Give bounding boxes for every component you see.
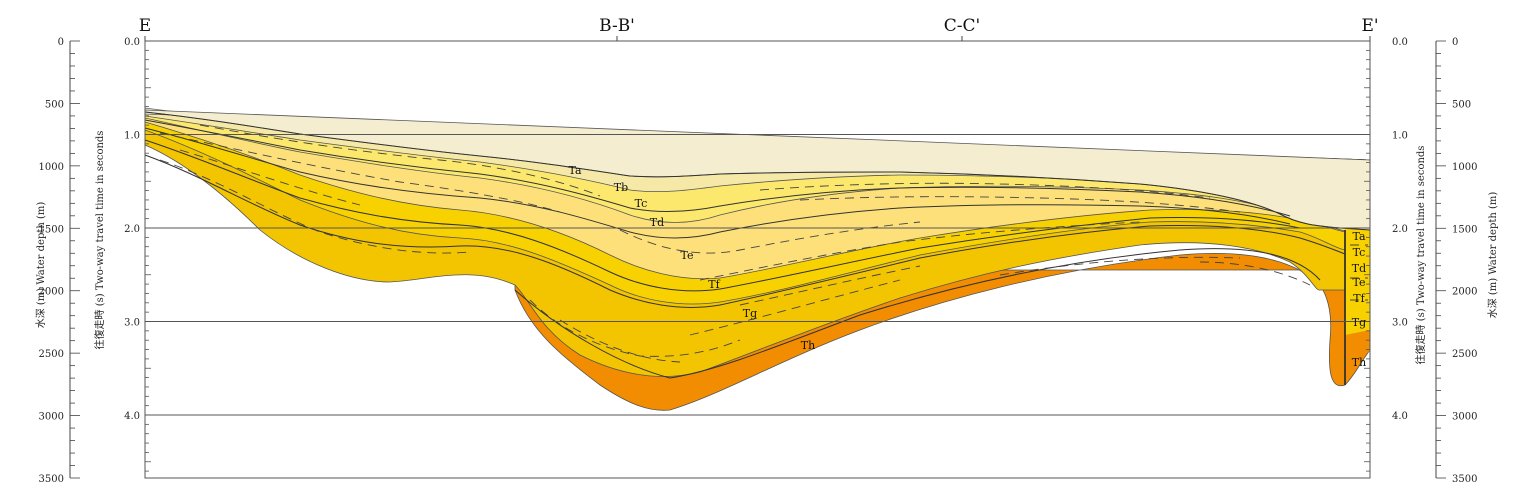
right-depth-axis-title: 水深 (m) Water depth (m) bbox=[1487, 192, 1499, 319]
unit-label: Tf bbox=[1353, 292, 1365, 305]
horizon-te-top bbox=[144, 127, 1291, 239]
unit-label: Tg bbox=[743, 307, 757, 320]
unit-label: Te bbox=[681, 249, 694, 262]
depth-tick-label: 1000 bbox=[1452, 162, 1477, 173]
location-label: E bbox=[139, 16, 151, 36]
depth-tick-label: 1000 bbox=[39, 162, 64, 173]
location-label: E' bbox=[1361, 16, 1378, 36]
time-tick-label: 1.0 bbox=[1392, 131, 1408, 142]
unit-label: Td bbox=[650, 216, 664, 229]
depth-tick-label: 3000 bbox=[39, 412, 64, 423]
unit-label: Tb bbox=[614, 181, 628, 194]
depth-tick-label: 2000 bbox=[39, 287, 64, 298]
horizon-tf-top bbox=[144, 139, 1301, 292]
dashed-reflectors bbox=[159, 124, 1368, 363]
time-tick-label: 4.0 bbox=[124, 411, 140, 422]
horizon-td-top bbox=[144, 119, 1291, 217]
seafloor-line bbox=[144, 111, 1371, 231]
time-tick-label: 2.0 bbox=[124, 224, 140, 235]
depth-tick-label: 3500 bbox=[1452, 474, 1477, 485]
plot-frame bbox=[144, 40, 1371, 479]
depth-tick-label: 1500 bbox=[1452, 224, 1477, 235]
depth-tick-label: 0 bbox=[58, 37, 64, 48]
unit-label: Tg bbox=[1352, 316, 1366, 329]
horizons bbox=[144, 111, 1371, 385]
left-time-axis-title: 往復走時 (s) Two-way travel time in seconds bbox=[93, 131, 106, 350]
horizon-th-top bbox=[514, 248, 1321, 379]
depth-tick-label: 3500 bbox=[39, 474, 64, 485]
horizon-tg-top bbox=[144, 154, 1346, 308]
depth-tick-label: 2000 bbox=[1452, 287, 1477, 298]
location-labels: E B-B' C-C' E' bbox=[139, 16, 1379, 41]
unit-label: Th bbox=[801, 339, 815, 352]
right-time-axis-title: 往復走時 (s) Two-way travel time in seconds bbox=[1414, 146, 1427, 365]
depth-tick-label: 0 bbox=[1452, 37, 1458, 48]
unit-label: Te bbox=[1353, 276, 1366, 289]
unit-label: Ta bbox=[1352, 230, 1365, 243]
depth-tick-label: 500 bbox=[45, 99, 64, 110]
unit-label: Ta bbox=[568, 164, 581, 177]
time-tick-label: 0.0 bbox=[1392, 37, 1408, 48]
time-tick-label: 3.0 bbox=[124, 318, 140, 329]
unit-label: Tc bbox=[1353, 246, 1366, 259]
depth-tick-label: 3000 bbox=[1452, 412, 1477, 423]
time-tick-label: 1.0 bbox=[124, 131, 140, 142]
unit-label: Td bbox=[1352, 262, 1366, 275]
depth-tick-label: 1500 bbox=[39, 224, 64, 235]
location-label: C-C' bbox=[944, 16, 980, 36]
unit-label: Tf bbox=[708, 278, 720, 291]
right-time-ticks: 0.0 1.0 2.0 3.0 4.0 bbox=[1392, 37, 1408, 422]
time-gridlines bbox=[145, 40, 1370, 472]
location-label: B-B' bbox=[599, 16, 635, 36]
right-depth-scale: 0 500 1000 1500 2000 2500 3000 3500 bbox=[1435, 37, 1477, 485]
unit-label: Tc bbox=[635, 197, 648, 210]
unit-label: Th bbox=[1352, 356, 1366, 369]
east-column bbox=[1345, 228, 1370, 385]
time-tick-label: 3.0 bbox=[1392, 318, 1408, 329]
left-time-ticks: 0.0 1.0 2.0 3.0 4.0 bbox=[124, 37, 140, 422]
time-tick-label: 0.0 bbox=[124, 37, 140, 48]
left-depth-scale: 0 500 1000 1500 2000 2500 3000 3500 bbox=[39, 37, 80, 485]
left-depth-axis-title: 水深 (m) Water depth (m) bbox=[35, 202, 47, 329]
time-tick-label: 4.0 bbox=[1392, 411, 1408, 422]
depth-tick-label: 2500 bbox=[1452, 349, 1477, 360]
depth-tick-label: 2500 bbox=[39, 349, 64, 360]
time-tick-label: 2.0 bbox=[1392, 224, 1408, 235]
depth-tick-label: 500 bbox=[1452, 99, 1471, 110]
